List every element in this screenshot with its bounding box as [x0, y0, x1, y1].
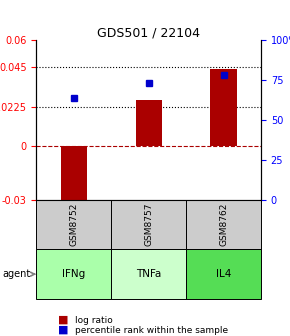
Bar: [211, 69, 237, 146]
FancyBboxPatch shape: [186, 200, 261, 249]
FancyBboxPatch shape: [111, 249, 186, 299]
Text: ■: ■: [58, 325, 68, 335]
Text: IFNg: IFNg: [62, 269, 85, 279]
FancyBboxPatch shape: [36, 249, 111, 299]
FancyBboxPatch shape: [111, 200, 186, 249]
Text: GSM8762: GSM8762: [219, 203, 228, 246]
Text: log ratio: log ratio: [75, 316, 113, 325]
Text: TNFa: TNFa: [136, 269, 161, 279]
Title: GDS501 / 22104: GDS501 / 22104: [97, 26, 200, 39]
Text: GSM8757: GSM8757: [144, 203, 153, 246]
Text: agent: agent: [3, 269, 35, 279]
FancyBboxPatch shape: [36, 200, 111, 249]
Bar: [135, 100, 162, 146]
Text: percentile rank within the sample: percentile rank within the sample: [75, 326, 229, 335]
Bar: [61, 146, 87, 207]
Text: GSM8752: GSM8752: [69, 203, 78, 246]
Text: IL4: IL4: [216, 269, 231, 279]
Text: ■: ■: [58, 314, 68, 325]
FancyBboxPatch shape: [186, 249, 261, 299]
